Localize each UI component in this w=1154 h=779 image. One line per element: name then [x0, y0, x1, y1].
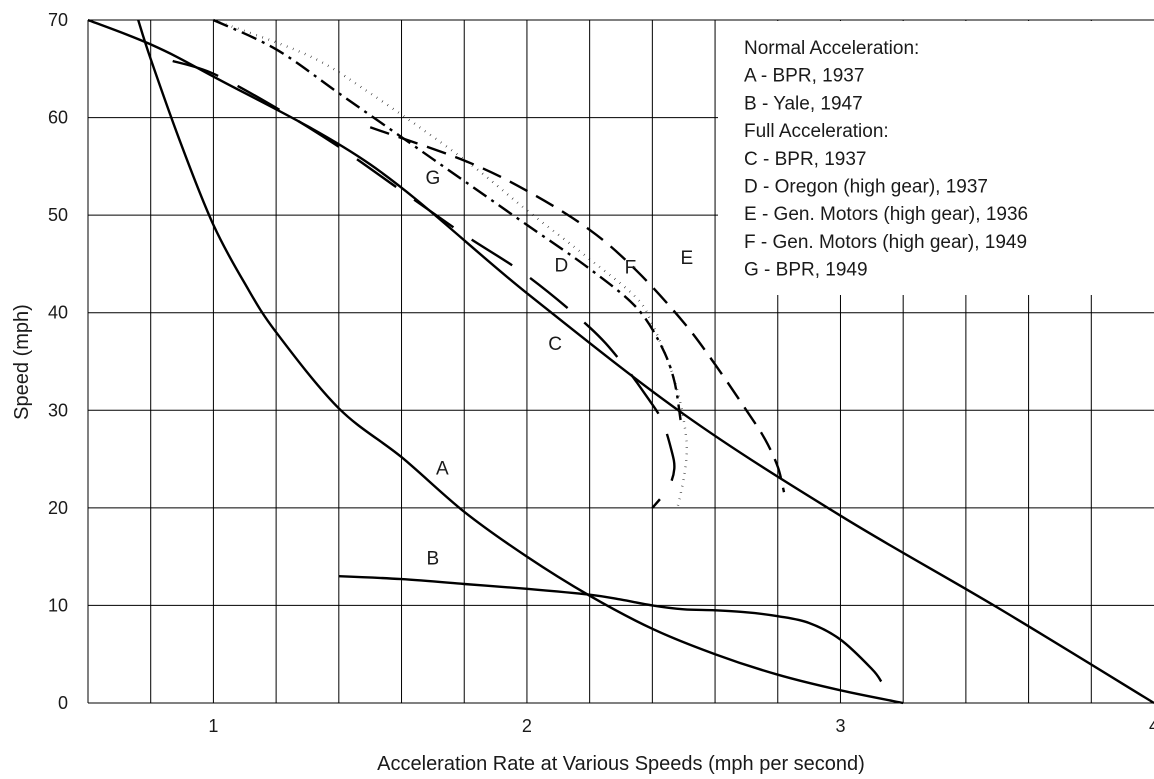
y-tick-label: 10 — [48, 595, 68, 615]
x-tick-label: 3 — [835, 716, 845, 736]
curve-labels: A B C D E F G — [425, 168, 693, 570]
y-tick-label: 50 — [48, 205, 68, 225]
curve-f — [212, 18, 689, 509]
y-tick-label: 40 — [48, 303, 68, 323]
curve-label-b: B — [427, 548, 440, 569]
y-tick-label: 20 — [48, 498, 68, 518]
y-tick-label: 70 — [48, 10, 68, 30]
y-tick-label: 0 — [58, 693, 68, 713]
legend-entry: B - Yale, 1947 — [744, 93, 863, 114]
curve-e — [369, 126, 786, 493]
legend-entry: A - BPR, 1937 — [744, 66, 864, 87]
curve-g — [212, 18, 682, 421]
tick-labels: 0 10 20 30 40 50 60 70 1 2 3 4 — [48, 10, 1154, 736]
legend-entry: F - Gen. Motors (high gear), 1949 — [744, 232, 1027, 253]
legend-entry: E - Gen. Motors (high gear), 1936 — [744, 204, 1028, 225]
legend: Normal Acceleration: A - BPR, 1937 B - Yal… — [744, 38, 1028, 281]
curve-b — [338, 575, 883, 683]
x-tick-label: 4 — [1149, 716, 1154, 736]
y-axis-title: Speed (mph) — [11, 304, 33, 420]
x-tick-label: 1 — [208, 716, 218, 736]
curve-d — [172, 59, 676, 509]
curve-label-c: C — [548, 334, 562, 355]
legend-entry: Normal Acceleration: — [744, 38, 919, 59]
legend-entry: Full Acceleration: — [744, 121, 889, 142]
curve-a — [137, 19, 904, 705]
y-tick-label: 30 — [48, 400, 68, 420]
curve-label-a: A — [436, 459, 449, 480]
curve-label-d: D — [555, 256, 569, 277]
curve-label-f: F — [625, 258, 637, 279]
legend-entry: C - BPR, 1937 — [744, 149, 867, 170]
curve-label-g: G — [425, 168, 440, 189]
curves — [87, 18, 1154, 705]
legend-entry: G - BPR, 1949 — [744, 260, 868, 281]
x-axis-title: Acceleration Rate at Various Speeds (mph… — [377, 753, 865, 775]
curve-label-e: E — [680, 248, 693, 269]
legend-entry: D - Oregon (high gear), 1937 — [744, 177, 988, 198]
x-tick-label: 2 — [522, 716, 532, 736]
y-tick-label: 60 — [48, 108, 68, 128]
legend-background — [718, 21, 1154, 295]
